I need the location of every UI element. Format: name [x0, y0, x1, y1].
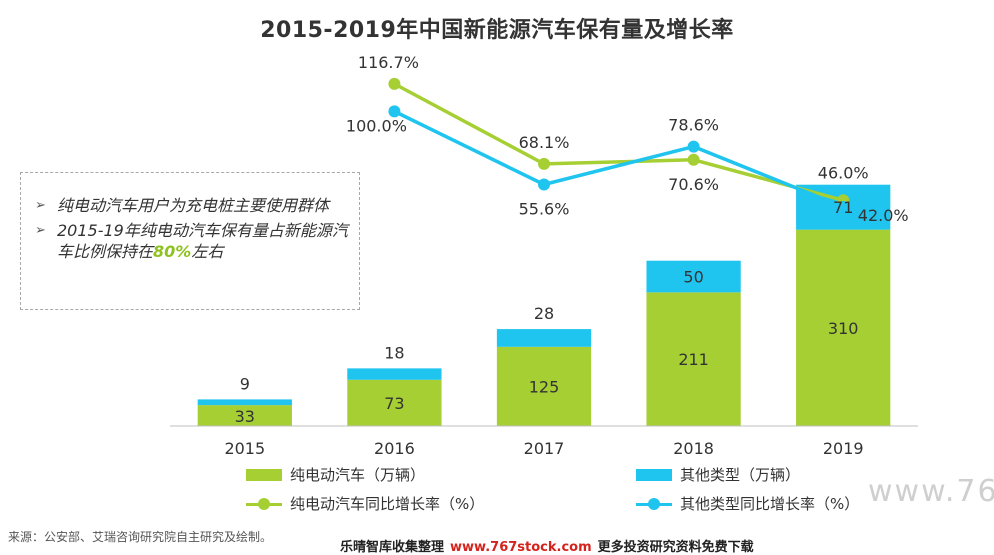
footer-banner: 乐晴智库收集整理 www.767stock.com 更多投资研究资料免费下载	[340, 536, 754, 555]
bar-ev-2015	[197, 405, 292, 426]
point-other-growth-2018	[687, 140, 700, 153]
label-other-2019: 71	[833, 198, 853, 217]
legend-item-other-growth: 其他类型同比增长率（%）	[636, 493, 859, 514]
callout-item-1: ➢ 纯电动汽车用户为充电桩主要使用群体	[35, 195, 349, 216]
label-ev-2015: 33	[235, 407, 255, 426]
label-ev-2018: 211	[678, 350, 709, 369]
bar-other-2016	[347, 368, 442, 380]
x-tick-2018: 2018	[673, 439, 714, 458]
label-ev-2017: 125	[529, 377, 560, 396]
legend-swatch-ev	[246, 469, 282, 481]
x-tick-2015: 2015	[224, 439, 265, 458]
point-other-growth-2019	[837, 200, 850, 213]
callout-text-2-prefix: 2015-19年纯电动汽车保有量占新能源汽车比例保持在	[57, 221, 348, 261]
callout-highlight: 80%	[153, 242, 192, 261]
point-ev-growth-2017	[538, 157, 550, 170]
bar-ev-2018	[646, 292, 741, 426]
legend-label-ev-growth: 纯电动汽车同比增长率（%）	[290, 495, 485, 513]
label-ev-growth-2016: 116.7%	[358, 53, 419, 72]
lines-layer	[388, 77, 850, 213]
legend-item-ev-growth: 纯电动汽车同比增长率（%）	[246, 493, 484, 514]
label-other-2016: 18	[384, 343, 404, 362]
line-ev-growth	[393, 82, 844, 202]
legend-swatch-other	[636, 469, 672, 481]
label-other-2017: 28	[534, 304, 554, 323]
callout-text-1: 纯电动汽车用户为充电桩主要使用群体	[57, 196, 330, 215]
label-other-2018: 50	[683, 268, 703, 287]
chart-title: 2015-2019年中国新能源汽车保有量及增长率	[260, 18, 734, 43]
bar-ev-2019	[796, 229, 891, 426]
bar-other-2018	[646, 260, 741, 293]
footer-site-link[interactable]: www.767stock.com	[450, 540, 592, 555]
point-ev-growth-2018	[687, 153, 700, 166]
bar-other-2015	[197, 399, 292, 406]
callout-box: ➢ 纯电动汽车用户为充电桩主要使用群体 ➢ 2015-19年纯电动汽车保有量占新…	[20, 172, 360, 310]
footer-right-text: 更多投资研究资料免费下载	[597, 540, 754, 555]
chart-svg: 33 9 2015 73 18 2016 125 28 2017 211 50 2018 310 71 20…	[170, 53, 918, 458]
point-ev-growth-2016	[388, 77, 401, 90]
label-other-2015: 9	[240, 374, 250, 393]
point-other-growth-2017	[538, 178, 550, 191]
x-tick-2017: 2017	[524, 439, 565, 458]
x-tick-2016: 2016	[374, 439, 415, 458]
watermark: www.767	[868, 474, 994, 509]
bars-layer	[197, 184, 891, 426]
label-ev-growth-2018: 70.6%	[668, 175, 719, 194]
label-ev-growth-2017: 68.1%	[519, 133, 570, 152]
label-other-growth-2016: 100.0%	[346, 116, 407, 135]
footer-left-text: 乐晴智库收集整理	[340, 540, 445, 555]
bar-other-2017	[496, 329, 592, 347]
legend-line-other-growth	[636, 498, 672, 510]
line-other-growth	[393, 109, 844, 209]
legend-label-other-growth: 其他类型同比增长率（%）	[680, 495, 860, 513]
bar-ev-2017	[496, 346, 592, 426]
label-other-growth-2017: 55.6%	[519, 199, 570, 218]
label-ev-2016: 73	[384, 394, 404, 413]
source-note: 来源：公安部、艾瑞咨询研究院自主研究及绘制。	[8, 530, 273, 544]
x-tick-2019: 2019	[823, 439, 864, 458]
label-ev-growth-2019: 46.0%	[818, 163, 869, 182]
legend-line-ev-growth	[246, 498, 282, 510]
label-other-growth-2019: 42.0%	[858, 206, 909, 225]
point-other-growth-2016	[388, 105, 401, 118]
labels-layer: 33 9 2015 73 18 2016 125 28 2017 211 50 2018 310 71 20…	[224, 53, 908, 458]
label-other-growth-2018: 78.6%	[668, 116, 719, 135]
callout-item-2: ➢ 2015-19年纯电动汽车保有量占新能源汽车比例保持在80%左右	[35, 220, 349, 262]
bullet-arrow-icon: ➢	[35, 223, 46, 238]
bar-ev-2016	[347, 379, 442, 426]
label-ev-2019: 310	[828, 319, 859, 338]
callout-text-2-suffix: 左右	[191, 242, 224, 261]
bullet-arrow-icon: ➢	[35, 198, 46, 213]
